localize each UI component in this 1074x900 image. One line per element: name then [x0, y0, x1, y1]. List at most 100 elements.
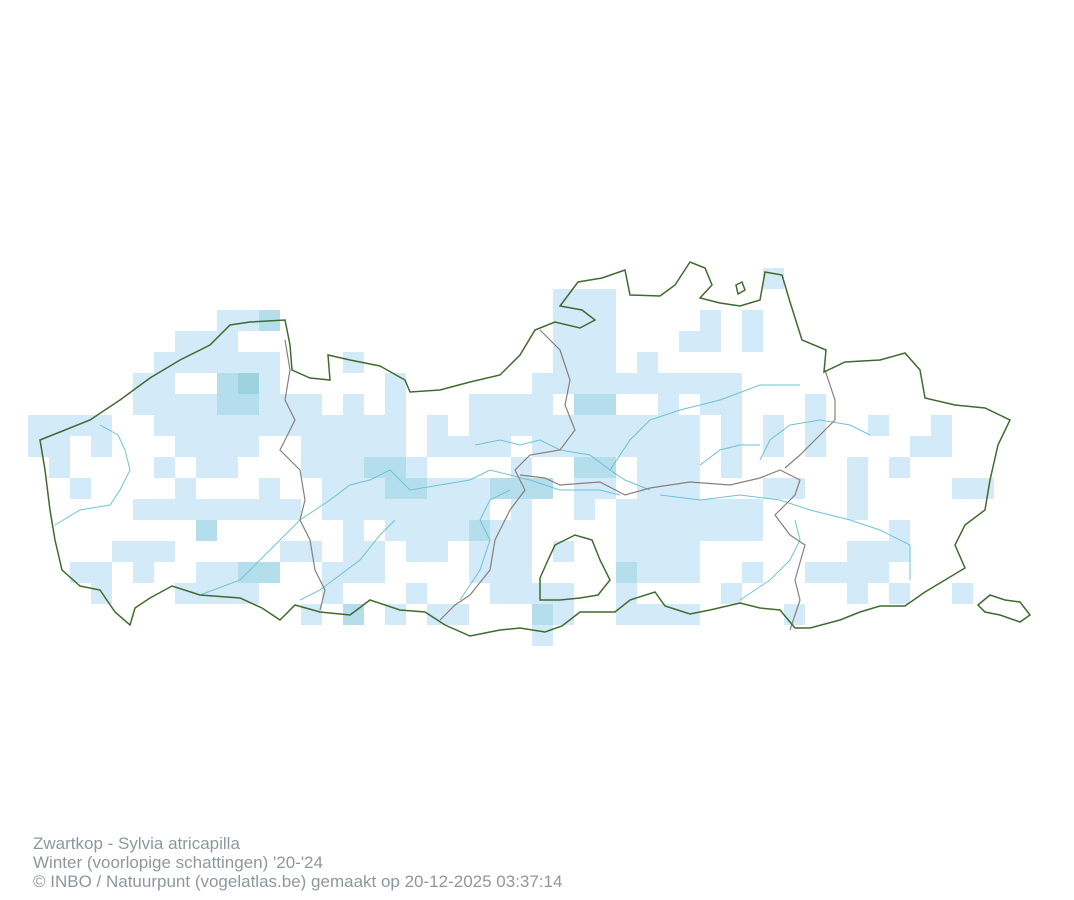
- grid-cell: [616, 520, 637, 541]
- grid-cell: [259, 562, 280, 583]
- grid-cell: [406, 457, 427, 478]
- grid-cell: [91, 562, 112, 583]
- grid-cell: [301, 457, 322, 478]
- grid-cell: [595, 436, 616, 457]
- grid-cells: [28, 268, 994, 646]
- grid-cell: [637, 499, 658, 520]
- grid-cell: [553, 415, 574, 436]
- grid-cell: [301, 394, 322, 415]
- grid-cell: [322, 499, 343, 520]
- grid-cell: [406, 583, 427, 604]
- grid-cell: [637, 520, 658, 541]
- grid-cell: [427, 499, 448, 520]
- grid-cell: [742, 310, 763, 331]
- grid-cell: [574, 289, 595, 310]
- grid-cell: [469, 394, 490, 415]
- grid-cell: [427, 478, 448, 499]
- grid-cell: [154, 457, 175, 478]
- grid-cell: [238, 415, 259, 436]
- grid-cell: [637, 457, 658, 478]
- grid-cell: [385, 520, 406, 541]
- grid-cell: [574, 436, 595, 457]
- grid-cell: [679, 436, 700, 457]
- grid-cell: [385, 415, 406, 436]
- grid-cell: [301, 415, 322, 436]
- grid-cell: [175, 499, 196, 520]
- grid-cell: [574, 415, 595, 436]
- grid-cell: [154, 415, 175, 436]
- grid-cell: [553, 436, 574, 457]
- region-outline: [39, 261, 1012, 637]
- grid-cell: [679, 373, 700, 394]
- grid-cell: [196, 394, 217, 415]
- grid-cell: [574, 373, 595, 394]
- grid-cell: [952, 478, 973, 499]
- grid-cell: [238, 583, 259, 604]
- brussels-outline: [539, 534, 611, 601]
- grid-cell: [385, 373, 406, 394]
- grid-cell: [616, 436, 637, 457]
- grid-cell: [868, 415, 889, 436]
- grid-cell: [763, 478, 784, 499]
- river: [759, 419, 871, 461]
- grid-cell: [721, 436, 742, 457]
- grid-cell: [238, 352, 259, 373]
- grid-cell: [616, 562, 637, 583]
- grid-cell: [490, 436, 511, 457]
- grid-cell: [259, 373, 280, 394]
- grid-cell: [238, 310, 259, 331]
- grid-cell: [343, 562, 364, 583]
- grid-cell: [427, 604, 448, 625]
- grid-cell: [322, 478, 343, 499]
- grid-cell: [658, 562, 679, 583]
- grid-cell: [616, 541, 637, 562]
- river: [739, 519, 801, 601]
- grid-cell: [658, 520, 679, 541]
- grid-cell: [826, 562, 847, 583]
- grid-cell: [301, 604, 322, 625]
- grid-cell: [175, 415, 196, 436]
- grid-cell: [784, 604, 805, 625]
- province-border: [439, 329, 576, 621]
- province-border: [519, 469, 806, 631]
- grid-cell: [889, 583, 910, 604]
- grid-cell: [595, 310, 616, 331]
- grid-cell: [847, 478, 868, 499]
- grid-cell: [385, 604, 406, 625]
- grid-cell: [259, 415, 280, 436]
- grid-cell: [742, 499, 763, 520]
- grid-cell: [679, 457, 700, 478]
- grid-cell: [742, 562, 763, 583]
- grid-cell: [385, 478, 406, 499]
- voeren-outline: [976, 594, 1032, 623]
- grid-cell: [700, 331, 721, 352]
- grid-cell: [637, 415, 658, 436]
- grid-cell: [217, 310, 238, 331]
- credit-line: © INBO / Natuurpunt (vogelatlas.be) gema…: [33, 872, 563, 891]
- grid-cell: [364, 541, 385, 562]
- species-title: Zwartkop - Sylvia atricapilla: [33, 834, 240, 853]
- grid-cell: [448, 520, 469, 541]
- grid-cell: [595, 352, 616, 373]
- grid-cell: [343, 457, 364, 478]
- grid-cell: [196, 562, 217, 583]
- grid-cell: [217, 583, 238, 604]
- grid-cell: [238, 499, 259, 520]
- grid-cell: [259, 352, 280, 373]
- grid-cell: [322, 457, 343, 478]
- grid-cell: [175, 478, 196, 499]
- grid-cell: [364, 457, 385, 478]
- grid-cell: [259, 499, 280, 520]
- grid-cell: [238, 373, 259, 394]
- grid-cell: [805, 562, 826, 583]
- grid-cell: [133, 562, 154, 583]
- grid-cell: [406, 520, 427, 541]
- grid-cell: [28, 415, 49, 436]
- grid-cell: [805, 394, 826, 415]
- grid-cell: [427, 415, 448, 436]
- grid-cell: [364, 478, 385, 499]
- grid-cell: [553, 541, 574, 562]
- period-label: Winter (voorlopige schattingen) '20-'24: [33, 853, 323, 872]
- grid-cell: [469, 436, 490, 457]
- grid-cell: [91, 436, 112, 457]
